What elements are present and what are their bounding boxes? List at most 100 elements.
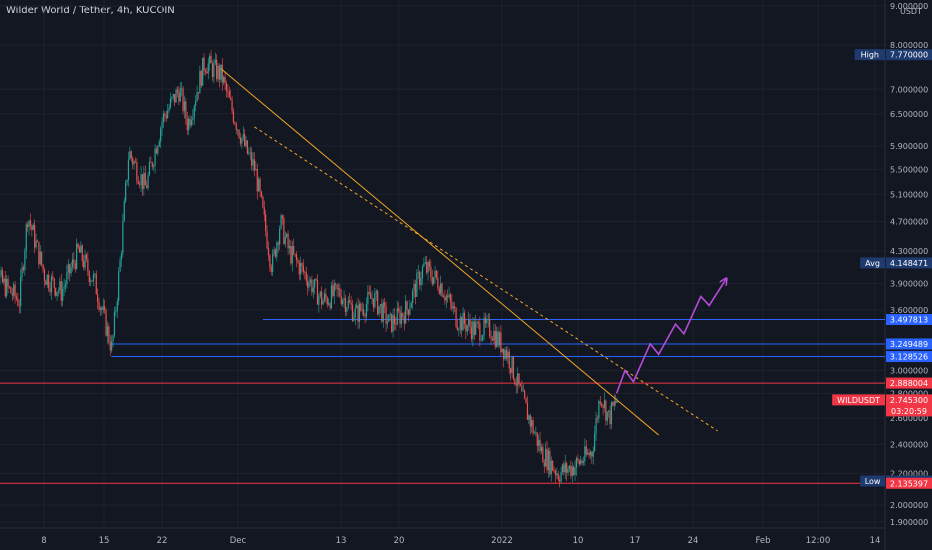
candle-body	[416, 272, 418, 297]
y-tick-label: 3.900000	[890, 279, 928, 288]
candle-body	[11, 293, 13, 296]
candle-body	[18, 305, 20, 307]
candle-body	[514, 379, 516, 385]
candle-body	[246, 140, 249, 154]
price-label-value: 2.135397	[890, 479, 928, 488]
candle-body	[521, 385, 523, 392]
price-label-box	[886, 257, 932, 269]
candle-body	[533, 432, 536, 434]
candle-body	[325, 293, 327, 299]
candle-body	[500, 332, 502, 353]
candle-body	[130, 151, 132, 158]
candle-body	[358, 303, 361, 322]
x-tick-label: 17	[630, 536, 641, 546]
candle-body	[176, 89, 179, 93]
candle-body	[543, 462, 545, 467]
candle-body	[258, 178, 260, 192]
candle-body	[591, 452, 593, 457]
candle-body	[559, 479, 561, 482]
candle-body	[568, 465, 571, 470]
candle-body	[182, 88, 184, 112]
candle-body	[479, 323, 481, 341]
candle-body	[549, 450, 551, 475]
candle-body	[108, 326, 110, 343]
candle-body	[441, 283, 443, 297]
price-label-value: 3.128526	[890, 353, 928, 362]
candle-body	[560, 472, 562, 482]
candle-body	[511, 356, 513, 374]
candle-body	[524, 390, 526, 399]
candle-body	[132, 157, 134, 165]
candle-body	[449, 294, 452, 302]
candle-body	[392, 315, 394, 332]
candle-body	[255, 168, 257, 171]
candle-body	[326, 298, 328, 305]
candle-body	[340, 296, 342, 305]
candle-body	[570, 465, 572, 476]
price-label-box	[886, 394, 932, 417]
candle-body	[55, 288, 57, 297]
candle-body	[494, 330, 496, 347]
candle-body	[442, 296, 445, 298]
candle-body	[552, 460, 554, 471]
candle-body	[168, 107, 170, 111]
candle-body	[381, 304, 383, 322]
candle-body	[59, 281, 61, 291]
candle-body	[32, 225, 34, 230]
candle-body	[493, 330, 495, 341]
candle-body	[99, 307, 102, 310]
candle-body	[272, 253, 274, 272]
candle-body	[172, 94, 174, 98]
price-tag-label: Low	[865, 477, 881, 486]
candle-body	[115, 311, 117, 312]
candle-body	[567, 469, 569, 473]
candle-body	[353, 317, 355, 321]
candle-body	[25, 224, 27, 251]
candle-body	[189, 118, 191, 126]
candle-body	[17, 299, 19, 306]
candle-body	[137, 180, 139, 184]
candle-body	[10, 287, 12, 294]
candle-body	[396, 308, 398, 325]
candle-body	[174, 94, 176, 103]
candle-body	[161, 121, 163, 129]
candle-body	[214, 59, 216, 64]
candle-body	[206, 71, 208, 74]
candle-body	[216, 59, 218, 80]
candle-body	[589, 452, 592, 456]
candle-body	[276, 242, 278, 257]
candle-body	[221, 64, 223, 83]
candle-body	[515, 384, 517, 386]
candle-body	[406, 301, 408, 310]
candle-body	[466, 325, 468, 332]
candle-body	[409, 307, 411, 315]
candle-body	[606, 411, 608, 421]
candle-body	[39, 251, 41, 265]
candle-body	[118, 271, 120, 302]
price-label-box	[886, 338, 932, 350]
candle-body	[286, 233, 288, 237]
candle-body	[235, 124, 237, 130]
candle-body	[140, 174, 142, 185]
candle-body	[528, 415, 530, 420]
candle-body	[160, 128, 162, 142]
candle-body	[38, 241, 40, 265]
candle-body	[571, 466, 573, 476]
price-labels: 7.770000 High 4.148471 Avg 3.497813 3.249489 3…	[832, 49, 932, 489]
candle-body	[104, 306, 106, 311]
candle-body	[430, 266, 432, 278]
x-tick-label: 2022	[491, 536, 513, 546]
candle-body	[192, 117, 194, 121]
candle-body	[472, 321, 474, 339]
candle-body	[232, 110, 235, 123]
candle-body	[146, 185, 148, 189]
y-tick-label: 6.500000	[890, 110, 928, 119]
candle-body	[0, 270, 2, 276]
candle-body	[157, 146, 159, 154]
candle-body	[304, 271, 306, 273]
candle-body	[252, 159, 254, 166]
candle-body	[245, 140, 247, 146]
x-tick-label: Dec	[230, 536, 247, 546]
candle-body	[57, 290, 60, 293]
